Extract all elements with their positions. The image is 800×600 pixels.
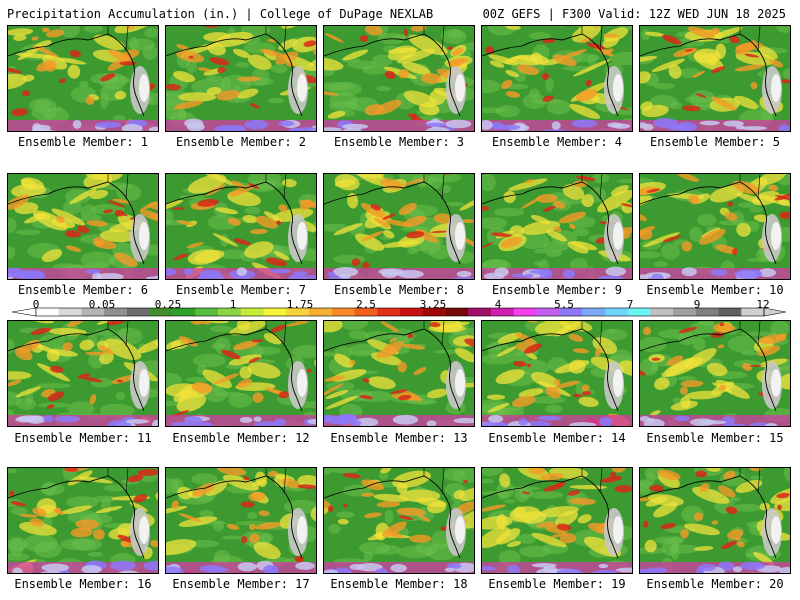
ensemble-member-label: Ensemble Member: 20 xyxy=(646,577,784,591)
ensemble-member-label: Ensemble Member: 2 xyxy=(175,135,307,149)
colorbar-tick-label: 5.5 xyxy=(554,298,574,311)
colorbar-segment xyxy=(104,308,128,316)
colorbar-tick-label: 0.05 xyxy=(88,298,116,311)
colorbar-segment xyxy=(491,308,515,316)
ensemble-member-map-17 xyxy=(165,467,317,574)
ensemble-member-map-16 xyxy=(7,467,159,574)
ensemble-member-label: Ensemble Member: 15 xyxy=(646,431,784,445)
colorbar-segment xyxy=(377,308,401,316)
ensemble-member-label: Ensemble Member: 12 xyxy=(172,431,310,445)
colorbar-segment xyxy=(309,308,333,316)
ensemble-member-map-15 xyxy=(639,320,791,427)
ensemble-member-label: Ensemble Member: 17 xyxy=(172,577,310,591)
colorbar-tick-label: 9 xyxy=(693,298,701,311)
colorbar-segment xyxy=(445,308,469,316)
ensemble-member-map-4 xyxy=(481,25,633,132)
ensemble-member-label: Ensemble Member: 3 xyxy=(333,135,465,149)
colorbar-segment xyxy=(536,308,560,316)
colorbar-segment xyxy=(354,308,378,316)
colorbar-segment xyxy=(673,308,697,316)
ensemble-member-map-9 xyxy=(481,173,633,280)
ensemble-member-map-10 xyxy=(639,173,791,280)
ensemble-member-map-14 xyxy=(481,320,633,427)
colorbar-segment xyxy=(81,308,105,316)
colorbar-segment xyxy=(240,308,264,316)
colorbar-segment xyxy=(331,308,355,316)
colorbar-segment xyxy=(627,308,651,316)
colorbar-tick-label: 7 xyxy=(626,298,634,311)
colorbar-segment xyxy=(604,308,628,316)
colorbar-tick-label: 4 xyxy=(494,298,502,311)
ensemble-member-label: Ensemble Member: 16 xyxy=(14,577,152,591)
colorbar-segment xyxy=(513,308,537,316)
run-info: 00Z GEFS | F300 Valid: 12Z WED JUN 18 20… xyxy=(482,7,786,21)
colorbar-segment xyxy=(468,308,492,316)
colorbar-segment xyxy=(582,308,606,316)
colorbar-segment xyxy=(559,308,583,316)
colorbar-segment xyxy=(172,308,196,316)
ensemble-member-label: Ensemble Member: 11 xyxy=(14,431,152,445)
colorbar-segment xyxy=(195,308,219,316)
colorbar-segment xyxy=(400,308,424,316)
ensemble-member-label: Ensemble Member: 1 xyxy=(17,135,149,149)
colorbar-tick-label: 3.25 xyxy=(419,298,447,311)
ensemble-member-map-2 xyxy=(165,25,317,132)
ensemble-member-map-3 xyxy=(323,25,475,132)
page-title: Precipitation Accumulation (in.) | Colle… xyxy=(7,7,434,21)
colorbar-segment xyxy=(127,308,151,316)
colorbar-segment xyxy=(149,308,173,316)
ensemble-member-map-12 xyxy=(165,320,317,427)
ensemble-member-label: Ensemble Member: 13 xyxy=(330,431,468,445)
colorbar-segment xyxy=(650,308,674,316)
colorbar-tick-label: 1 xyxy=(229,298,237,311)
ensemble-member-label: Ensemble Member: 18 xyxy=(330,577,468,591)
ensemble-member-map-5 xyxy=(639,25,791,132)
ensemble-member-label: Ensemble Member: 4 xyxy=(491,135,623,149)
colorbar-segment xyxy=(58,308,82,316)
ensemble-member-map-18 xyxy=(323,467,475,574)
precipitation-colorbar xyxy=(11,307,787,317)
ensemble-member-label: Ensemble Member: 14 xyxy=(488,431,626,445)
ensemble-member-label: Ensemble Member: 6 xyxy=(17,283,149,297)
ensemble-member-map-19 xyxy=(481,467,633,574)
ensemble-member-map-1 xyxy=(7,25,159,132)
colorbar-tick-label: 1.75 xyxy=(286,298,314,311)
ensemble-member-map-13 xyxy=(323,320,475,427)
ensemble-member-map-8 xyxy=(323,173,475,280)
colorbar-segment xyxy=(286,308,310,316)
ensemble-member-map-20 xyxy=(639,467,791,574)
ensemble-member-label: Ensemble Member: 10 xyxy=(646,283,784,297)
ensemble-member-label: Ensemble Member: 7 xyxy=(175,283,307,297)
colorbar-segment xyxy=(422,308,446,316)
ensemble-member-label: Ensemble Member: 8 xyxy=(333,283,465,297)
colorbar-tick-label: 2.5 xyxy=(356,298,376,311)
ensemble-member-label: Ensemble Member: 9 xyxy=(491,283,623,297)
ensemble-member-map-7 xyxy=(165,173,317,280)
colorbar-segment xyxy=(718,308,742,316)
colorbar-segment xyxy=(263,308,287,316)
ensemble-member-map-6 xyxy=(7,173,159,280)
colorbar-segment xyxy=(218,308,242,316)
colorbar-tick-label: 0 xyxy=(32,298,40,311)
ensemble-member-map-11 xyxy=(7,320,159,427)
ensemble-member-label: Ensemble Member: 5 xyxy=(649,135,781,149)
colorbar-segment xyxy=(36,308,60,316)
colorbar-tick-label: 0.25 xyxy=(154,298,182,311)
colorbar-tick-label: 12 xyxy=(756,298,770,311)
ensemble-member-label: Ensemble Member: 19 xyxy=(488,577,626,591)
colorbar-segment xyxy=(741,308,765,316)
colorbar-segment xyxy=(695,308,719,316)
